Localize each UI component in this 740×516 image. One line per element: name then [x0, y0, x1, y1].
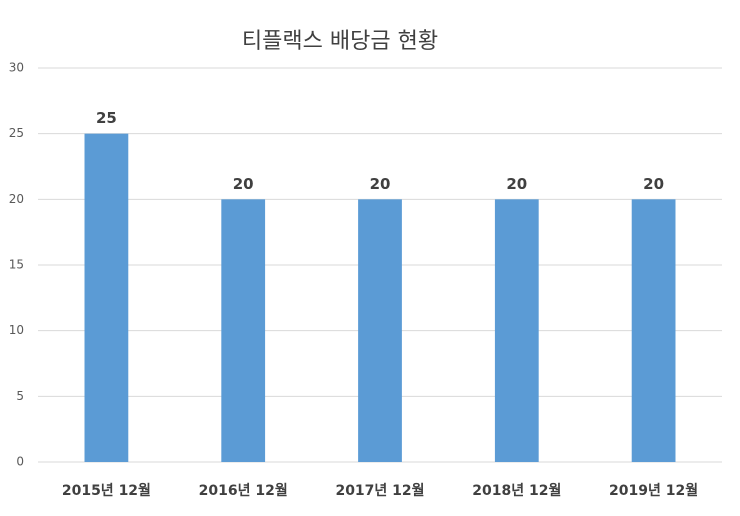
- bar: [631, 199, 676, 463]
- y-tick-label: 0: [16, 455, 24, 469]
- bar: [221, 199, 266, 463]
- chart-title: 티플랙스 배당금 현황: [242, 29, 438, 54]
- bar: [358, 199, 402, 463]
- x-tick-label: 2016년 12월: [199, 482, 288, 499]
- y-tick-label: 30: [9, 61, 24, 75]
- y-tick-label: 25: [9, 126, 24, 140]
- x-tick-label: 2018년 12월: [472, 482, 561, 499]
- value-label: 20: [370, 175, 391, 193]
- value-label: 20: [233, 175, 254, 193]
- y-tick-label: 15: [9, 258, 24, 272]
- y-tick-label: 5: [16, 389, 24, 403]
- x-tick-label: 2017년 12월: [335, 482, 424, 499]
- value-label: 25: [96, 109, 117, 127]
- value-label: 20: [643, 175, 664, 193]
- x-tick-label: 2015년 12월: [62, 482, 151, 499]
- value-label: 20: [506, 175, 527, 193]
- bar: [84, 133, 129, 462]
- bar: [494, 199, 539, 463]
- y-tick-label: 20: [9, 192, 24, 206]
- x-tick-label: 2019년 12월: [609, 482, 698, 499]
- y-tick-label: 10: [9, 323, 24, 337]
